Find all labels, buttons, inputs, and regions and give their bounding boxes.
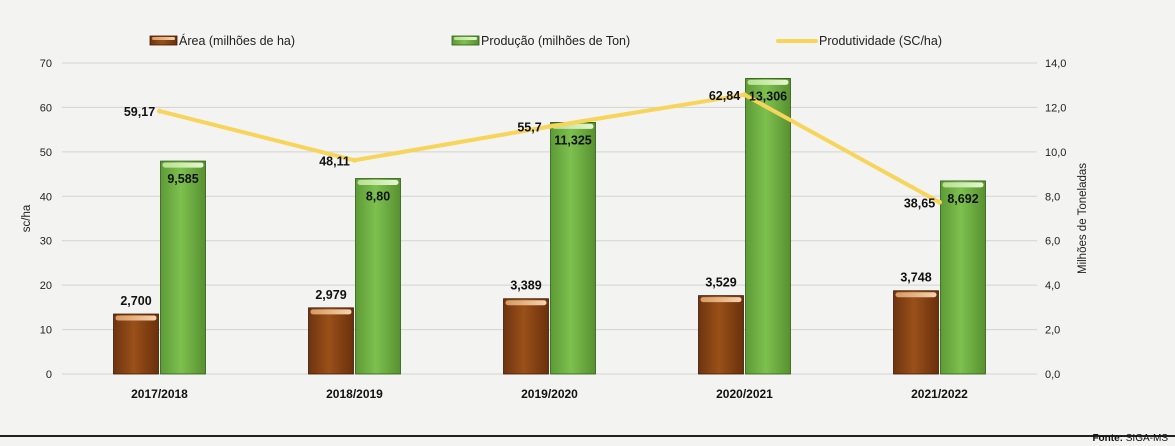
production-data-label: 8,692 [947, 192, 978, 206]
area-bar [308, 307, 354, 375]
y2-axis-title: Milhões de Toneladas [1077, 163, 1089, 274]
y-tick-label: 50 [40, 147, 52, 159]
source-value: SIGA-MS [1126, 433, 1169, 444]
productivity-data-label: 38,65 [904, 196, 935, 210]
productivity-line [157, 92, 942, 205]
x-tick-label: 2019/2020 [521, 387, 578, 401]
axes: sc/ha Milhões de Toneladas 0 10 20 30 40 50 60… [21, 58, 1089, 401]
production-bar-highlight [942, 182, 984, 188]
area-data-label: 3,389 [510, 279, 541, 293]
area-bar-highlight [505, 300, 547, 306]
productivity-data-label: 48,11 [319, 154, 350, 168]
y-tick-label: 20 [40, 280, 52, 292]
legend: Área (milhões de ha) Produção (milhões de… [149, 33, 942, 48]
productivity-point [937, 199, 942, 205]
y-tick-label: 30 [40, 236, 52, 248]
production-data-label: 9,585 [167, 172, 198, 186]
area-bar-highlight [895, 292, 937, 298]
y2-tick-label: 2,0 [1045, 325, 1060, 337]
area-data-label: 2,979 [315, 288, 346, 302]
y2-tick-label: 14,0 [1045, 58, 1066, 70]
x-tick-label: 2017/2018 [131, 387, 188, 401]
area-data-label: 3,748 [900, 271, 931, 285]
y2-tick-label: 10,0 [1045, 147, 1066, 159]
productivity-point [352, 157, 357, 163]
source-note: Fonte: SIGA-MS [1092, 433, 1168, 444]
productivity-point [547, 124, 552, 130]
legend-label: Produtividade (SC/ha) [819, 34, 942, 48]
productivity-point [742, 92, 747, 98]
y2-tick-label: 12,0 [1045, 102, 1066, 114]
productivity-point [157, 108, 162, 114]
legend-label: Área (milhões de ha) [179, 33, 295, 48]
area-bar [893, 290, 939, 375]
y-tick-label: 70 [40, 58, 52, 70]
production-bar [940, 180, 986, 375]
productivity-data-label: 62,84 [709, 89, 740, 103]
production-bar-highlight [162, 162, 204, 168]
legend-swatch [149, 35, 178, 46]
legend-swatch [451, 35, 480, 46]
legend-label: Produção (milhões de Ton) [481, 34, 630, 48]
legend-swatch-highlight [454, 37, 477, 40]
y-tick-label: 40 [40, 191, 52, 203]
area-bar [503, 298, 549, 375]
gridlines [62, 62, 1037, 375]
area-bar-highlight [700, 297, 742, 303]
bars [113, 78, 986, 375]
data-labels: 2,700 2,979 3,389 3,529 3,748 9,585 8,80 11,325… [120, 89, 978, 308]
y-tick-label: 0 [46, 369, 52, 381]
y2-tick-label: 8,0 [1045, 191, 1060, 203]
production-bar [355, 178, 401, 375]
production-data-label: 8,80 [366, 190, 390, 204]
production-bar-highlight [357, 180, 399, 186]
productivity-data-label: 59,17 [124, 105, 155, 119]
area-data-label: 2,700 [120, 294, 151, 308]
area-data-label: 3,529 [705, 276, 736, 290]
area-bar-highlight [115, 315, 157, 321]
production-bar [550, 122, 596, 375]
y-tick-label: 10 [40, 325, 52, 337]
y2-tick-label: 4,0 [1045, 280, 1060, 292]
area-bar-highlight [310, 309, 352, 315]
source-label: Fonte: [1092, 433, 1123, 444]
production-bar [745, 78, 791, 375]
production-data-label: 11,325 [554, 133, 592, 147]
y2-tick-label: 0,0 [1045, 369, 1060, 381]
y-tick-label: 60 [40, 102, 52, 114]
production-bar [160, 160, 206, 375]
production-bar-highlight [747, 79, 789, 85]
y2-tick-label: 6,0 [1045, 236, 1060, 248]
x-tick-label: 2020/2021 [716, 387, 773, 401]
x-tick-label: 2021/2022 [911, 387, 968, 401]
area-bar [113, 313, 159, 375]
y-axis-title: sc/ha [21, 204, 33, 232]
legend-swatch-highlight [152, 37, 175, 40]
line-series [157, 92, 942, 205]
x-tick-label: 2018/2019 [326, 387, 383, 401]
production-data-label: 13,306 [749, 89, 787, 103]
productivity-data-label: 55,7 [517, 121, 541, 135]
area-bar [698, 295, 744, 375]
